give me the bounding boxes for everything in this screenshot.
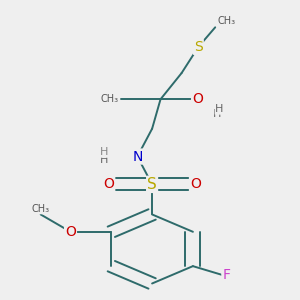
Text: H: H — [215, 104, 224, 114]
Text: S: S — [147, 177, 157, 192]
Text: N: N — [132, 149, 142, 164]
Text: O: O — [65, 225, 76, 239]
Text: O: O — [103, 177, 114, 191]
Text: CH₃: CH₃ — [217, 16, 236, 26]
Text: H: H — [100, 155, 108, 166]
Text: S: S — [194, 40, 203, 54]
Text: O: O — [190, 177, 201, 191]
Text: H: H — [213, 109, 221, 119]
Text: O: O — [192, 92, 203, 106]
Text: H: H — [100, 147, 108, 157]
Text: F: F — [222, 268, 230, 282]
Text: CH₃: CH₃ — [100, 94, 118, 104]
Text: CH₃: CH₃ — [32, 204, 50, 214]
